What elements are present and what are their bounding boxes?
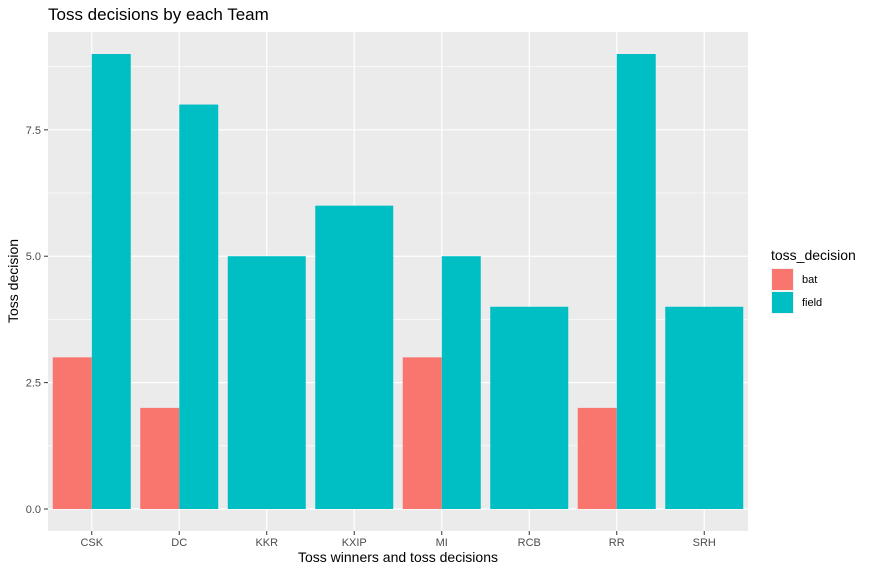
bar-kkr-field — [227, 256, 306, 509]
bars — [52, 54, 744, 510]
y-axis-title: Toss decision — [5, 239, 21, 323]
x-tick-label: CSK — [80, 537, 103, 549]
bar-mi-bat — [402, 357, 442, 509]
x-tick-label: KXIP — [342, 537, 367, 549]
bar-dc-field — [179, 104, 219, 510]
bar-rr-field — [616, 54, 656, 509]
chart-title: Toss decisions by each Team — [48, 5, 269, 24]
legend-title: toss_decision — [771, 247, 856, 263]
legend: toss_decision bat field — [771, 247, 856, 314]
bar-csk-bat — [52, 357, 92, 509]
bar-srh-field — [665, 306, 744, 509]
x-tick-label: RR — [609, 537, 625, 549]
y-tick-label: 5.0 — [26, 251, 41, 263]
x-tick-label: DC — [171, 537, 187, 549]
bar-rcb-field — [490, 306, 569, 509]
bar-mi-field — [441, 256, 481, 509]
legend-key-bat — [772, 269, 793, 290]
legend-key-field — [772, 292, 793, 313]
x-tick-label: RCB — [518, 537, 541, 549]
y-tick-label: 0.0 — [26, 504, 41, 516]
legend-label-bat: bat — [802, 274, 817, 286]
y-tick-label: 2.5 — [26, 378, 41, 390]
x-tick-label: KKR — [255, 537, 278, 549]
x-axis-title: Toss winners and toss decisions — [298, 549, 498, 565]
x-tick-label: MI — [436, 537, 448, 549]
x-axis: CSK DC KKR KXIP MI RCB RR SRH — [80, 531, 716, 549]
x-tick-label: SRH — [693, 537, 716, 549]
bar-rr-bat — [577, 407, 617, 509]
bar-kxip-field — [315, 205, 394, 509]
bar-csk-field — [91, 54, 131, 509]
bar-dc-bat — [140, 407, 180, 509]
legend-label-field: field — [802, 297, 822, 309]
y-axis: 0.0 2.5 5.0 7.5 — [26, 125, 48, 516]
y-tick-label: 7.5 — [26, 125, 41, 137]
